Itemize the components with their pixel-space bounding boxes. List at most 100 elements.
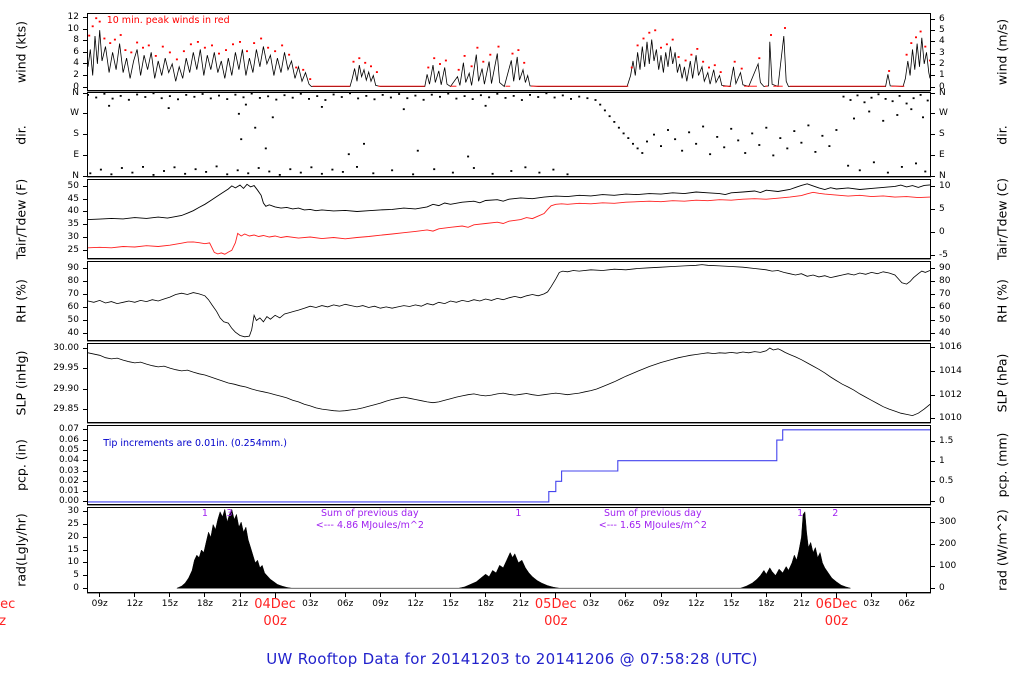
tick-mark [930, 18, 935, 20]
tick-mark [765, 592, 767, 597]
wind-direction [622, 132, 625, 135]
wind-direction [695, 142, 698, 145]
wind-direction [896, 114, 899, 116]
x-tick-label: 21z [793, 599, 810, 609]
wind-10min-peak [239, 41, 241, 43]
wind-direction [257, 167, 260, 169]
pcp-right-tick-label: 1 [939, 455, 945, 466]
tick-mark [695, 592, 697, 597]
rad-left-tick-label: 30 [67, 506, 79, 517]
wind-direction [807, 124, 810, 127]
panel-rad: Sum of previous day <--- 4.86 MJoules/m^2… [87, 507, 931, 593]
pcp-left-tick-label: 0.02 [58, 475, 79, 486]
wind-direction [226, 173, 229, 176]
wind-direction [496, 93, 499, 95]
wind-direction [455, 97, 458, 100]
slp-left-tick-label: 29.85 [53, 403, 79, 414]
dir-left-tick-label: S [73, 129, 79, 139]
wind-direction [858, 169, 861, 172]
wind-left-tick-label: 10 [67, 23, 79, 34]
wind-direction [520, 99, 523, 101]
tick-mark [134, 592, 136, 597]
rad-left-tick-label: 10 [67, 557, 79, 568]
annotation-line: 1 [797, 508, 804, 520]
dir-left-axis-label: dir. [13, 124, 29, 145]
tick-mark [274, 592, 276, 598]
wind-10min-peak [295, 66, 298, 69]
wind-10min-peak [740, 67, 743, 70]
tick-mark [239, 592, 241, 597]
temp-right-tick-label: 5 [939, 203, 945, 214]
wind-10min-peak [677, 56, 680, 58]
wind-direction [373, 98, 376, 101]
wind-direction [709, 153, 712, 156]
x-tick-label: 06z [617, 599, 635, 609]
wind-10min-peak [660, 46, 662, 49]
wind-direction [510, 170, 513, 172]
wind-direction [627, 137, 630, 139]
tick-mark [555, 592, 557, 598]
slp-left-tick-label: 29.90 [53, 383, 79, 394]
wind-direction [730, 127, 733, 130]
slp-right-tick-label: 1016 [939, 342, 962, 353]
wind-direction [244, 103, 247, 106]
wind-direction [924, 170, 927, 173]
wind-direction [660, 145, 662, 147]
tick-mark [930, 587, 935, 589]
wind-10min-peak [719, 71, 722, 73]
tick-mark [83, 348, 88, 350]
tick-mark [930, 64, 935, 66]
wind-10min-peak [288, 53, 291, 56]
wind-direction [264, 147, 267, 150]
wind-direction [847, 164, 850, 167]
wind-direction [215, 165, 218, 168]
wind-10min-peak [915, 36, 917, 39]
wind-direction [566, 173, 569, 176]
wind-10min-peak [905, 53, 908, 56]
wind-direction [674, 138, 677, 141]
x-tick-label: 06z [898, 599, 915, 609]
temp-left-tick-label: 25 [67, 244, 79, 255]
wind-direction [447, 93, 450, 95]
wind-10min-peak [302, 68, 305, 71]
tick-mark [83, 524, 88, 526]
panel-dir [87, 92, 931, 177]
rad-right-tick-label: 200 [939, 538, 957, 549]
wind-10min-peak [309, 78, 312, 80]
dir-left-tick-label: N [72, 170, 79, 181]
wind-direction [412, 173, 415, 176]
tick-mark [835, 592, 837, 598]
wind-right-tick-label: 1 [939, 70, 945, 81]
tick-mark [930, 320, 935, 321]
wind-10min-peak [260, 37, 263, 40]
wind-direction [884, 98, 887, 100]
wind-10min-peak [784, 27, 786, 29]
wind-direction [347, 153, 350, 156]
tick-mark [485, 592, 487, 597]
pcp-left-axis-label: pcp. (in) [13, 439, 29, 491]
wind-10min-peak [654, 29, 657, 32]
wind-direction [594, 99, 597, 101]
wind-direction [247, 172, 250, 175]
wind-left-axis-label: wind (kts) [13, 21, 29, 83]
wind-direction [372, 172, 375, 175]
rh-right-tick-label: 40 [939, 328, 951, 338]
slp-left-axis-label: SLP (inHg) [13, 350, 29, 416]
tdew [88, 191, 930, 255]
wind-direction [467, 155, 470, 158]
wind-direction [451, 171, 454, 174]
wind-10min-peak [203, 46, 206, 49]
wind-direction [814, 151, 817, 153]
wind-direction [751, 132, 754, 135]
tick-mark [83, 16, 88, 18]
wind-direction [578, 95, 581, 98]
x-tick-label: 15z [723, 599, 740, 609]
wind-direction [160, 97, 163, 100]
rad-right-tick-label: 0 [939, 582, 945, 593]
wind-direction [681, 149, 684, 152]
wind-direction [870, 96, 873, 99]
tick-mark [83, 198, 88, 200]
rh-left-tick-label: 90 [67, 263, 79, 273]
relative-humidity [88, 264, 930, 338]
tick-mark [83, 429, 88, 431]
